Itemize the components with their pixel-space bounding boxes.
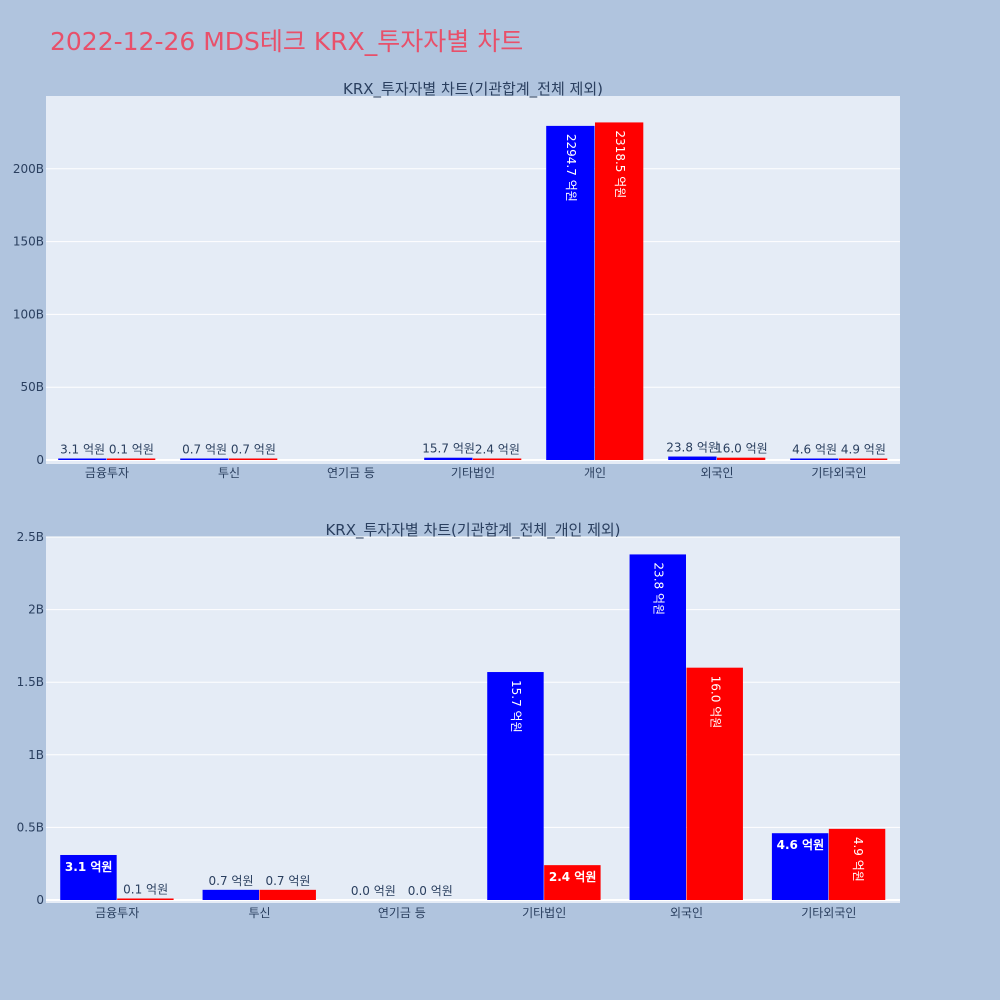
x-tick-label: 금융투자 (95, 906, 139, 920)
data-label: 0.1 억원 (109, 443, 154, 457)
chart-title: KRX_투자자별 차트(기관합계_전체_개인 제외) (325, 521, 620, 540)
data-label: 23.8 억원 (652, 562, 666, 615)
data-label: 23.8 억원 (666, 441, 719, 455)
y-tick-label: 0 (36, 453, 44, 467)
data-label: 2.4 억원 (549, 870, 597, 884)
plot-area (46, 537, 900, 903)
bar (58, 458, 107, 460)
data-label: 2294.7 억원 (564, 134, 578, 202)
data-label: 2318.5 억원 (613, 130, 627, 198)
data-label: 4.6 억원 (792, 443, 837, 457)
x-tick-label: 개인 (584, 466, 606, 480)
bar (117, 898, 174, 900)
bar (790, 458, 839, 460)
bar (60, 854, 117, 900)
bar (544, 865, 601, 900)
y-tick-label: 150B (13, 235, 44, 249)
y-tick-label: 2B (28, 603, 44, 617)
bar (487, 672, 544, 900)
x-tick-label: 기타외국인 (801, 906, 856, 920)
data-label: 4.6 억원 (777, 838, 825, 852)
data-label: 0.7 억원 (182, 443, 227, 457)
x-tick-label: 연기금 등 (327, 466, 375, 480)
bar (473, 458, 522, 460)
data-label: 4.9 억원 (851, 837, 865, 882)
bar (180, 458, 229, 460)
y-tick-label: 0 (36, 893, 44, 907)
y-tick-label: 1.5B (17, 675, 44, 689)
bar (229, 458, 278, 460)
data-label: 0.7 억원 (209, 874, 254, 888)
y-tick-label: 100B (13, 307, 44, 321)
x-tick-label: 외국인 (700, 466, 733, 480)
x-tick-label: 금융투자 (85, 466, 129, 480)
x-tick-label: 기타외국인 (811, 466, 866, 480)
data-label: 0.7 억원 (265, 874, 310, 888)
y-tick-label: 200B (13, 162, 44, 176)
data-label: 15.7 억원 (509, 680, 523, 733)
y-tick-label: 0.5B (17, 820, 44, 834)
data-label: 0.7 억원 (231, 443, 276, 457)
chart-title: KRX_투자자별 차트(기관합계_전체 제외) (343, 80, 603, 99)
data-label: 0.0 억원 (408, 884, 453, 898)
bar (668, 456, 717, 460)
bar (202, 889, 259, 900)
bar (595, 122, 644, 461)
data-label: 3.1 억원 (65, 860, 113, 874)
data-label: 0.0 억원 (351, 884, 396, 898)
x-tick-label: 기타법인 (451, 466, 495, 480)
data-label: 3.1 억원 (60, 443, 105, 457)
y-tick-label: 50B (20, 380, 44, 394)
bar (629, 554, 686, 900)
data-label: 16.0 억원 (715, 442, 768, 456)
plot-area (46, 96, 900, 464)
bar (686, 667, 743, 900)
x-tick-label: 기타법인 (522, 906, 566, 920)
y-tick-label: 2.5B (17, 530, 44, 544)
bar (717, 457, 766, 460)
bar (839, 458, 888, 460)
data-label: 0.1 억원 (123, 883, 168, 897)
data-label: 16.0 억원 (708, 676, 722, 729)
x-tick-label: 연기금 등 (378, 906, 426, 920)
x-tick-label: 투신 (248, 906, 270, 920)
bar (107, 458, 156, 460)
bar (259, 889, 316, 900)
x-tick-label: 투신 (218, 466, 240, 480)
data-label: 4.9 억원 (841, 443, 886, 457)
page-title: 2022-12-26 MDS테크 KRX_투자자별 차트 (50, 27, 524, 56)
x-tick-label: 외국인 (670, 906, 703, 920)
bar (828, 828, 886, 900)
bar (424, 457, 473, 460)
bar (546, 125, 595, 461)
y-tick-label: 1B (28, 748, 44, 762)
data-label: 2.4 억원 (475, 443, 520, 457)
bar (771, 833, 829, 900)
data-label: 15.7 억원 (422, 442, 475, 456)
